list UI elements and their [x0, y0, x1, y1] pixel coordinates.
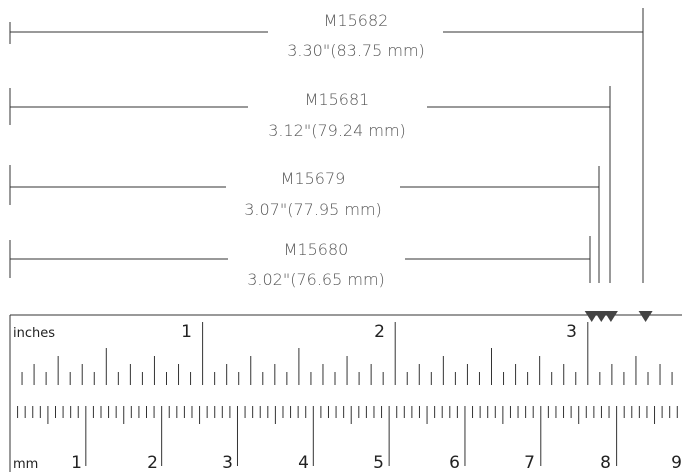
dimension-m15680: M15680 3.02"(76.65 mm): [9, 236, 591, 289]
mm-number-3: 3: [222, 453, 233, 472]
ruler-mm-unit-label: mm: [13, 457, 38, 472]
dimension-value-m15682: 3.30"(83.75 mm): [287, 41, 425, 60]
dimension-label-m15680: M15680: [284, 240, 349, 259]
dimension-value-m15680: 3.02"(76.65 mm): [247, 270, 385, 289]
mm-ticks: [17, 406, 678, 466]
dimension-value-m15679: 3.07"(77.95 mm): [244, 200, 382, 219]
inch-number-1: 1: [181, 322, 192, 342]
inch-ticks: [21, 322, 673, 385]
mm-number-1: 1: [71, 453, 82, 472]
mm-number-5: 5: [373, 453, 384, 472]
dimension-label-m15682: M15682: [324, 11, 389, 30]
inch-number-2: 2: [374, 322, 385, 342]
length-marker-m15682: [638, 311, 653, 322]
mm-number-4: 4: [298, 453, 309, 472]
dimension-value-m15681: 3.12"(79.24 mm): [268, 121, 406, 140]
length-marker-m15681: [603, 311, 618, 322]
length-markers: [584, 311, 653, 322]
dimension-m15679: M15679 3.07"(77.95 mm): [9, 165, 600, 283]
inch-number-3: 3: [566, 322, 577, 342]
ruler-inch-unit-label: inches: [13, 326, 55, 341]
dimension-label-m15679: M15679: [281, 169, 346, 188]
dimension-label-m15681: M15681: [305, 90, 370, 109]
mm-number-7: 7: [524, 453, 535, 472]
mm-number-8: 8: [600, 453, 611, 472]
mm-number-6: 6: [449, 453, 460, 472]
mm-number-9: 9: [671, 453, 682, 472]
ruler: inches mm 1 2 3 1 2 3 4 5 6 7 8 9: [9, 314, 682, 472]
mm-number-2: 2: [147, 453, 158, 472]
length-marker-m15679: [594, 311, 609, 322]
dimension-m15681: M15681 3.12"(79.24 mm): [9, 86, 611, 283]
dimension-m15682: M15682 3.30"(83.75 mm): [9, 8, 644, 283]
length-marker-m15680: [584, 311, 599, 322]
